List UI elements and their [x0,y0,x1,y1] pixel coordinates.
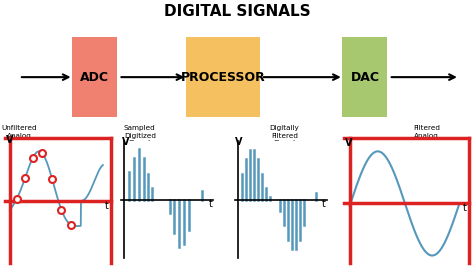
Text: ADC: ADC [80,71,109,84]
Text: V: V [345,138,353,148]
Text: DAC: DAC [350,71,380,84]
FancyBboxPatch shape [186,37,259,117]
Text: Unfiltered
Analog
Signal: Unfiltered Analog Signal [1,125,37,146]
FancyBboxPatch shape [342,37,387,117]
Text: Filtered
Analog
Signal: Filtered Analog Signal [413,125,440,146]
FancyBboxPatch shape [72,37,118,117]
Text: t: t [209,199,212,209]
Text: PROCESSOR: PROCESSOR [181,71,265,84]
Text: V: V [6,135,14,145]
Text: t: t [462,203,466,213]
Text: DIGITAL SIGNALS: DIGITAL SIGNALS [164,4,310,19]
Text: t: t [105,201,109,211]
Text: t: t [322,199,326,209]
Text: Sampled
Digitized
Signal: Sampled Digitized Signal [124,125,156,146]
Text: V: V [122,137,129,147]
Text: V: V [236,137,243,147]
Text: Digitally
Filtered
Signal: Digitally Filtered Signal [270,125,299,146]
